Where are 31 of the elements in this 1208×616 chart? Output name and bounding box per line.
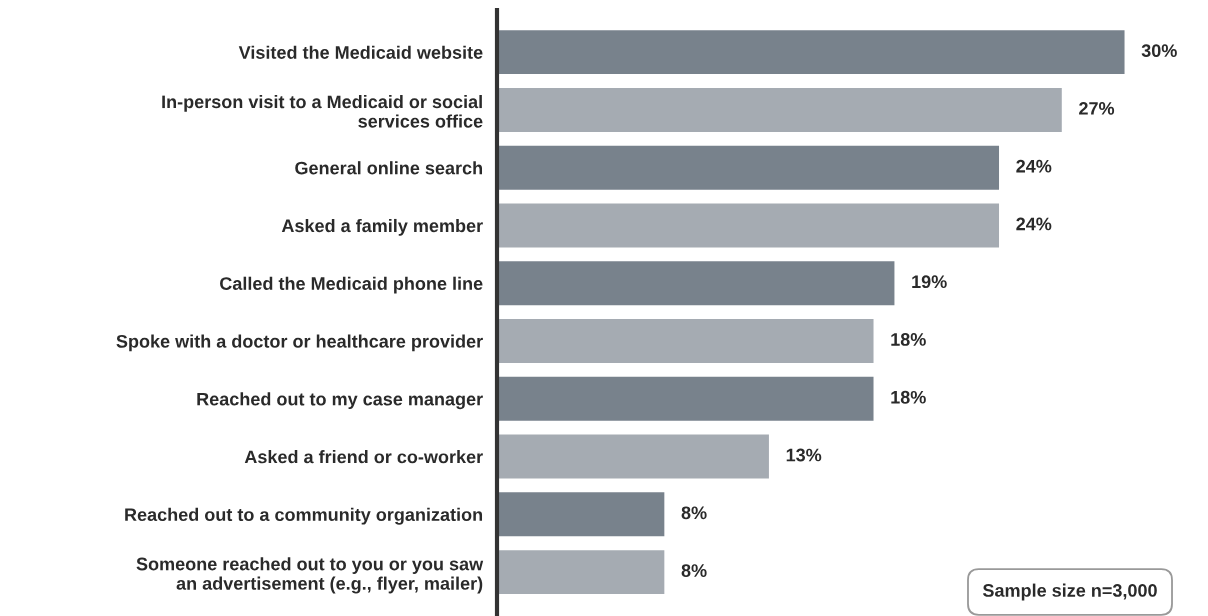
y-tick-label: Spoke with a doctor or healthcare provider bbox=[116, 334, 483, 352]
data-label: 19% bbox=[912, 275, 947, 289]
bar bbox=[497, 145, 1000, 190]
data-label: 18% bbox=[891, 333, 926, 346]
y-tick-label: Reached out to my case manager bbox=[197, 392, 483, 410]
annotation: Sample size n=3,000 bbox=[982, 583, 1157, 601]
data-label: 18% bbox=[891, 390, 926, 404]
bar bbox=[497, 434, 769, 479]
y-tick-label: Visited the Medicaid website bbox=[238, 45, 483, 59]
bar bbox=[497, 376, 874, 421]
y-tick-label: In-person visit to a Medicaid or social services office bbox=[162, 94, 483, 128]
data-label: 13% bbox=[786, 448, 822, 462]
y-tick-label: General online search bbox=[295, 161, 483, 175]
bar bbox=[497, 261, 895, 306]
data-label: 24% bbox=[1016, 217, 1052, 231]
data-label: 30% bbox=[1141, 44, 1177, 58]
bar bbox=[497, 319, 874, 363]
y-tick-label: Asked a friend or co-worker bbox=[244, 450, 483, 464]
bar bbox=[497, 203, 1000, 248]
y-tick-label: Someone reached out to you or you saw an advertisement (e.g., flyer, mailer) bbox=[136, 557, 484, 594]
data-label: 27% bbox=[1079, 102, 1115, 115]
y-tick-label: Called the Medicaid phone line bbox=[220, 276, 483, 294]
data-label: 24% bbox=[1016, 159, 1052, 173]
bar bbox=[497, 550, 665, 595]
bar bbox=[497, 87, 1062, 132]
data-label: 8% bbox=[681, 564, 707, 577]
bar bbox=[497, 30, 1125, 75]
data-label: 8% bbox=[681, 506, 707, 520]
y-tick-label: Asked a family member bbox=[281, 218, 483, 236]
bar bbox=[497, 492, 665, 537]
y-tick-label: Reached out to a community organization bbox=[125, 507, 483, 525]
